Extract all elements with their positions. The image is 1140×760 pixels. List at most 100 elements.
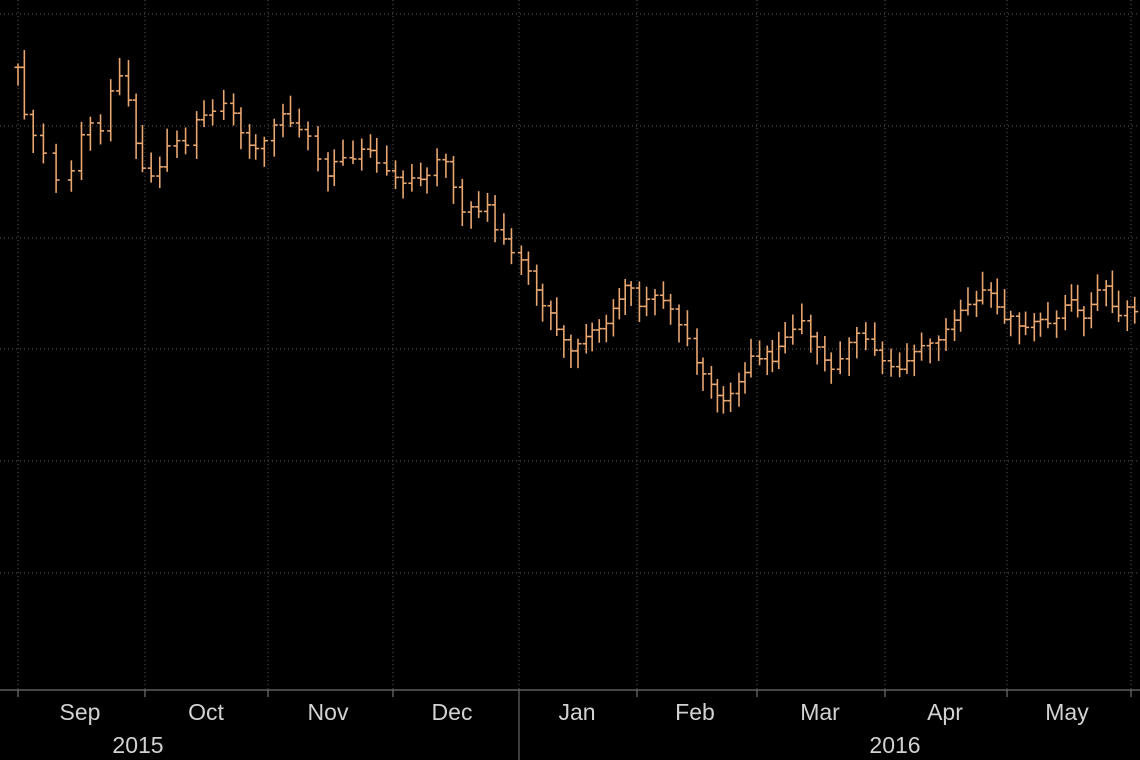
price-bar (903, 343, 911, 374)
month-label-apr: Apr (927, 699, 963, 725)
year-label-2016: 2016 (869, 732, 920, 758)
price-bar (560, 325, 568, 358)
price-bar (507, 228, 515, 265)
month-label-oct: Oct (188, 699, 224, 725)
month-label-feb: Feb (675, 699, 715, 725)
price-bar (993, 278, 1001, 315)
price-bar (524, 251, 532, 285)
year-label-2015: 2015 (112, 732, 163, 758)
price-bar (1131, 296, 1139, 324)
price-bar (209, 99, 217, 126)
price-bar (845, 337, 853, 376)
month-label-jan: Jan (558, 699, 595, 725)
price-bar (602, 314, 610, 343)
price-bar (699, 357, 707, 391)
price-bar (1007, 310, 1015, 337)
price-bar (836, 341, 844, 375)
price-bars (14, 50, 1139, 414)
month-label-may: May (1045, 699, 1089, 725)
price-bar (862, 322, 870, 351)
price-bar (220, 89, 228, 121)
price-bar (595, 319, 603, 343)
price-bar (635, 281, 643, 322)
price-bar (491, 195, 499, 243)
price-bar (373, 137, 381, 173)
price-bar (78, 121, 85, 181)
price-bar (442, 153, 450, 178)
month-label-nov: Nov (308, 699, 349, 725)
price-bar (553, 297, 561, 336)
price-bar (237, 107, 245, 150)
price-bar (252, 134, 260, 160)
price-bar (926, 338, 934, 364)
price-bar (475, 191, 483, 219)
price-bar (789, 314, 797, 345)
price-bar (458, 178, 466, 227)
price-bar (339, 139, 347, 166)
price-bar (659, 281, 667, 309)
price-bar (1036, 312, 1044, 337)
price-bar (942, 318, 950, 351)
price-bar (827, 352, 835, 384)
price-bar (935, 335, 943, 361)
price-bar (449, 156, 457, 204)
price-bar (86, 116, 94, 151)
price-bar (1123, 300, 1131, 332)
price-bar (287, 95, 294, 128)
price-bar (798, 303, 806, 335)
price-bar (1080, 306, 1088, 337)
price-bar (467, 201, 475, 229)
price-bar (304, 121, 312, 151)
price-bar (667, 293, 675, 325)
price-bar (1053, 310, 1061, 338)
price-bar (539, 283, 547, 322)
price-bar (156, 156, 164, 189)
gridlines (0, 0, 1140, 690)
price-bar (173, 130, 181, 159)
price-bar (107, 79, 115, 142)
price-bar (675, 304, 683, 343)
price-bar (651, 289, 659, 316)
month-label-sep: Sep (60, 699, 101, 725)
price-bar (500, 213, 508, 245)
price-bar (383, 145, 391, 176)
price-bar (683, 310, 691, 347)
price-bar (979, 271, 987, 305)
price-bar (399, 170, 407, 199)
price-bar (358, 138, 366, 171)
price-bar (97, 114, 105, 145)
price-bar (871, 322, 879, 356)
price-bar (484, 192, 491, 222)
price-bar (918, 332, 926, 361)
price-bar (896, 352, 904, 378)
price-bar (567, 334, 575, 369)
price-bar (124, 60, 132, 107)
price-bar (230, 93, 238, 126)
price-bar (423, 167, 431, 194)
price-bar (29, 109, 37, 153)
price-bar (756, 340, 764, 366)
price-bar (163, 128, 171, 172)
price-bar (910, 344, 918, 377)
price-bar (1044, 302, 1052, 329)
price-bar (408, 164, 416, 192)
price-bar (813, 331, 821, 365)
price-bar (627, 281, 635, 306)
price-bar (147, 152, 155, 183)
month-label-mar: Mar (800, 699, 840, 725)
price-bar (574, 338, 582, 369)
price-bar (20, 50, 28, 120)
price-bar (330, 149, 338, 187)
price-bar (182, 127, 190, 155)
price-bar (433, 148, 441, 187)
price-bar (1022, 311, 1030, 336)
price-bar (116, 57, 124, 96)
price-bar (1094, 274, 1102, 312)
price-bar (957, 299, 965, 332)
price-bar (588, 322, 596, 352)
price-bar (747, 338, 755, 378)
price-bar (727, 382, 735, 413)
price-bar (200, 100, 208, 128)
price-bar (781, 321, 789, 354)
